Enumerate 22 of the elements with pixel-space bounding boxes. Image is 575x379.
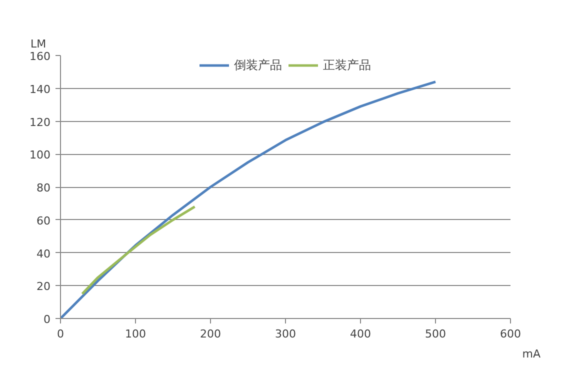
y-tick-label: 100 — [30, 148, 51, 162]
y-tick-label: 80 — [36, 182, 51, 194]
x-axis-title: mA — [522, 348, 541, 360]
y-tick-label: 60 — [36, 214, 51, 228]
legend-label: 正装产品 — [323, 56, 371, 74]
y-tick-label: 0 — [44, 313, 50, 326]
y-axis-title: LM — [30, 38, 46, 50]
x-tick-label: 500 — [425, 328, 446, 340]
x-tick-label: 200 — [200, 328, 221, 340]
x-tick-label: 300 — [275, 328, 296, 340]
x-tick-label: 400 — [350, 328, 371, 340]
x-tick-label: 100 — [125, 328, 146, 340]
line-series — [60, 80, 437, 318]
x-tick-label: 600 — [500, 328, 521, 340]
x-tick-label: 0 — [57, 328, 64, 340]
line-series — [81, 205, 196, 296]
y-tick-label: 120 — [30, 116, 51, 129]
y-tick-label: 40 — [36, 247, 51, 260]
legend-label: 倒装产品 — [234, 56, 282, 74]
y-tick-label: 140 — [30, 82, 51, 96]
y-tick-label: 20 — [36, 280, 51, 294]
y-tick-label: 160 — [30, 50, 51, 63]
